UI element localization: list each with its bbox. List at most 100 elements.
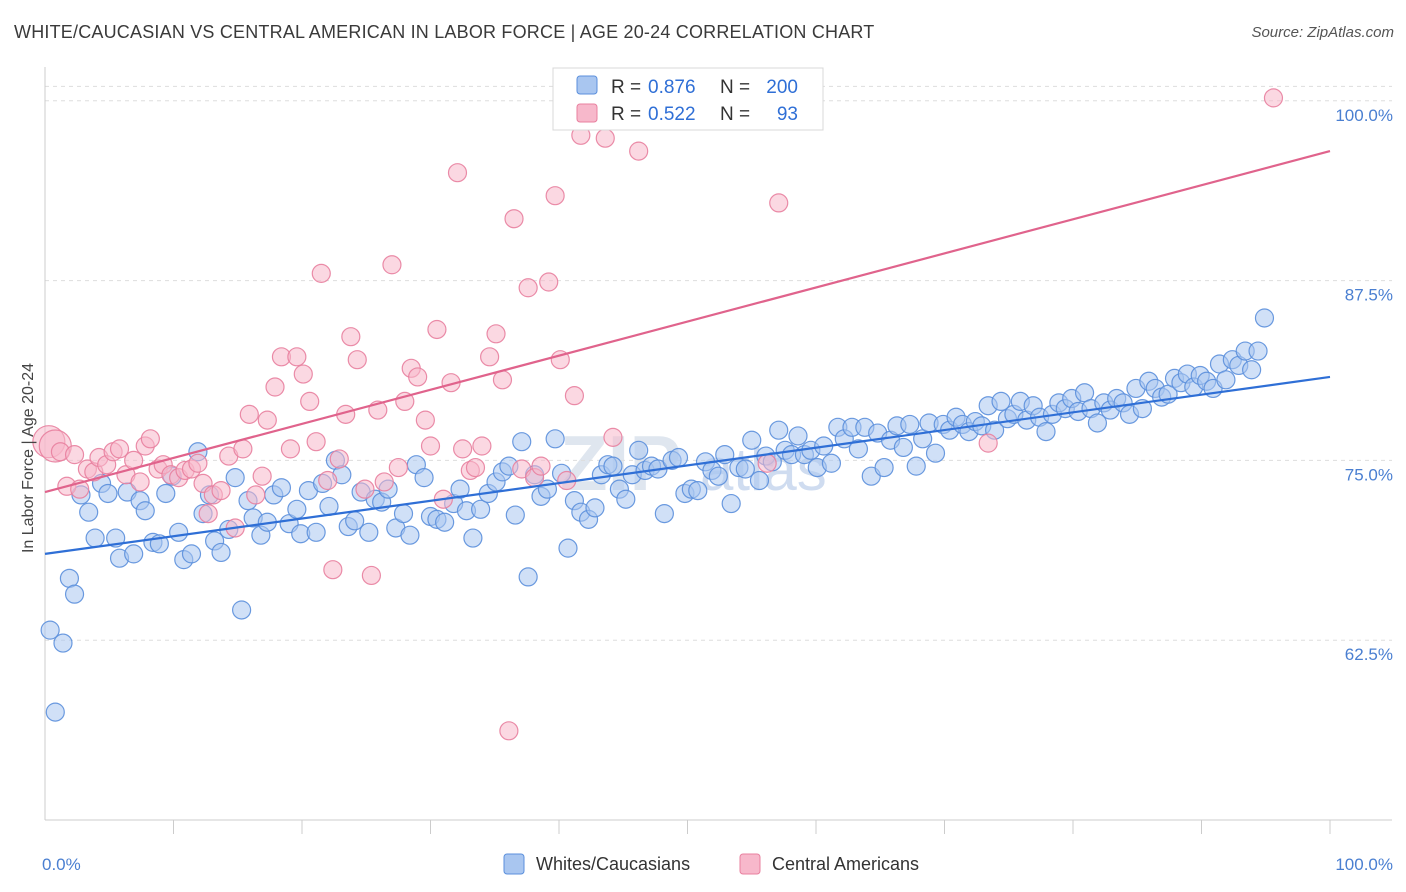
point-central-34 [257, 410, 277, 430]
point-whites-134 [925, 443, 946, 463]
source-credit: Source: ZipAtlas.com [1251, 24, 1394, 41]
point-central-81 [564, 386, 585, 406]
legend-n-label-whites: N = [720, 77, 750, 98]
legend-swatch-central [576, 103, 598, 123]
point-central-27 [211, 480, 231, 501]
point-central-87 [629, 141, 649, 161]
point-whites-6 [79, 502, 99, 522]
point-whites-105 [735, 459, 755, 479]
point-central-64 [453, 439, 473, 459]
point-central-71 [499, 721, 519, 741]
point-central-23 [188, 453, 208, 473]
point-whites-89 [629, 440, 649, 460]
point-whites-36 [271, 478, 292, 498]
series-legend: Whites/Caucasians Central Americans [503, 853, 919, 875]
point-whites-110 [769, 420, 789, 440]
point-whites-184 [1248, 341, 1268, 361]
point-whites-57 [414, 468, 434, 488]
point-whites-70 [505, 505, 525, 525]
x-tick-label-0: 0.0% [42, 855, 81, 874]
y-tick-label-3: 100.0% [1335, 106, 1393, 125]
point-whites-64 [463, 528, 483, 548]
trend-line-central [44, 150, 1331, 494]
legend-r-value-central: 0.522 [648, 104, 696, 125]
point-central-68 [480, 347, 500, 367]
point-central-78 [545, 186, 565, 206]
point-whites-43 [319, 496, 339, 517]
point-whites-185 [1254, 308, 1275, 328]
series-legend-swatch-whites [503, 853, 525, 875]
point-whites-131 [906, 456, 926, 476]
point-central-91 [1263, 88, 1284, 108]
x-tick-label-1: 100.0% [1335, 855, 1393, 874]
point-whites-130 [900, 414, 920, 435]
point-central-33 [252, 466, 272, 486]
point-whites-60 [435, 512, 455, 532]
point-whites-93 [654, 504, 674, 524]
point-central-49 [355, 479, 375, 499]
point-whites-107 [749, 470, 770, 491]
point-central-54 [388, 457, 408, 478]
point-whites-7 [85, 528, 105, 548]
point-whites-18 [156, 483, 176, 504]
point-central-85 [603, 427, 623, 447]
point-central-25 [198, 504, 218, 524]
point-central-69 [486, 324, 506, 344]
point-whites-4 [64, 584, 85, 604]
point-whites-41 [306, 522, 326, 542]
point-central-38 [287, 347, 307, 367]
point-central-52 [374, 472, 394, 492]
legend-r-value-whites: 0.876 [648, 77, 696, 98]
stats-legend: R = 0.876 N = 200 R = 0.522 N = 93 [552, 67, 824, 131]
series-legend-label-central: Central Americans [772, 854, 919, 874]
point-whites-54 [393, 504, 414, 524]
point-whites-95 [668, 447, 689, 468]
point-central-37 [280, 439, 301, 459]
point-central-59 [420, 436, 441, 456]
point-whites-55 [400, 525, 420, 545]
point-central-35 [265, 377, 285, 397]
point-whites-71 [512, 432, 532, 452]
series-legend-label-whites: Whites/Caucasians [536, 854, 690, 874]
chart-title: WHITE/CAUCASIAN VS CENTRAL AMERICAN IN L… [14, 22, 875, 42]
legend-r-label-central: R = [611, 104, 641, 125]
point-whites-65 [471, 499, 491, 519]
trend-lines [44, 150, 1331, 555]
point-central-43 [318, 470, 338, 491]
point-central-31 [239, 404, 259, 424]
point-central-89 [769, 193, 789, 213]
point-central-4 [64, 445, 85, 465]
point-whites-20 [169, 522, 189, 542]
point-whites-103 [721, 493, 741, 514]
point-whites-126 [874, 457, 894, 478]
point-central-40 [300, 391, 320, 412]
point-central-67 [472, 436, 492, 456]
point-whites-22 [181, 544, 202, 564]
point-central-58 [415, 410, 435, 430]
point-whites-106 [742, 430, 762, 450]
point-central-42 [311, 263, 331, 283]
legend-n-value-whites: 200 [766, 77, 798, 98]
point-whites-78 [558, 538, 578, 558]
data-points [32, 88, 1284, 741]
legend-swatch-whites [576, 75, 598, 95]
point-central-63 [447, 163, 468, 183]
point-central-30 [233, 439, 253, 459]
point-central-77 [539, 272, 559, 292]
point-whites-129 [893, 437, 913, 458]
point-whites-144 [991, 391, 1011, 412]
point-whites-62 [450, 479, 470, 499]
point-whites-76 [545, 429, 565, 449]
legend-n-value-central: 93 [777, 104, 798, 125]
point-whites-183 [1242, 360, 1262, 380]
point-whites-151 [1036, 422, 1056, 442]
point-whites-122 [848, 439, 869, 459]
y-tick-label-0: 62.5% [1345, 645, 1393, 664]
y-tick-label-2: 87.5% [1345, 286, 1393, 305]
point-central-72 [504, 209, 524, 229]
point-whites-38 [287, 499, 307, 519]
stats-legend-box [552, 67, 824, 131]
point-central-84 [595, 128, 615, 148]
point-central-90 [978, 433, 998, 453]
